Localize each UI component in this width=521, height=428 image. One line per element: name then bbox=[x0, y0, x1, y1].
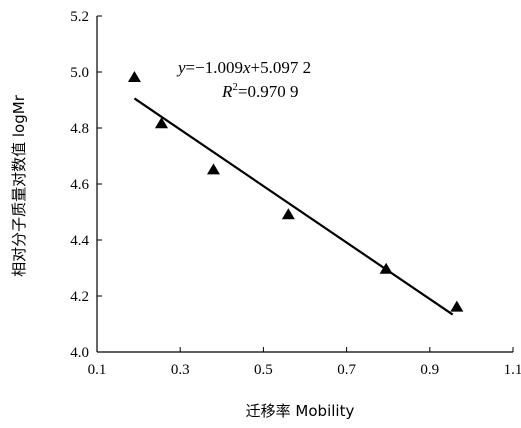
data-point-triangle bbox=[127, 71, 141, 82]
y-tick-label: 4.6 bbox=[70, 177, 89, 193]
y-tick-label: 4.0 bbox=[70, 345, 89, 361]
y-tick-label: 5.2 bbox=[70, 9, 89, 25]
y-tick-label: 4.4 bbox=[70, 233, 89, 249]
tick-labels: 0.1 0.3 0.5 0.7 0.9 1.1 4.0 4.2 4.4 4.6 4.8 5.0 5.2 bbox=[70, 9, 521, 378]
y-tick-label: 4.8 bbox=[70, 121, 89, 137]
x-tick-label: 0.5 bbox=[254, 362, 273, 378]
data-points bbox=[127, 71, 464, 312]
x-tick-label: 0.3 bbox=[171, 362, 190, 378]
y-tick-label: 4.2 bbox=[70, 289, 89, 305]
y-axis-title: 相对分子质量对数值 logMr bbox=[10, 94, 28, 277]
data-point-triangle bbox=[450, 300, 464, 312]
x-tick-label: 0.9 bbox=[420, 362, 439, 378]
data-point-triangle bbox=[206, 163, 220, 175]
data-point-triangle bbox=[154, 117, 168, 129]
x-tick-label: 1.1 bbox=[504, 362, 521, 378]
y-tick-label: 5.0 bbox=[70, 65, 89, 81]
trendline bbox=[133, 97, 454, 316]
data-point-triangle bbox=[281, 208, 295, 220]
x-tick-label: 0.1 bbox=[88, 362, 107, 378]
axes bbox=[96, 15, 514, 353]
r-squared-label: R2=0.970 9 bbox=[221, 81, 298, 101]
x-axis-title: 迁移率 Mobility bbox=[246, 402, 355, 420]
equation-label: y=−1.009x+5.097 2 bbox=[176, 58, 311, 77]
x-tick-label: 0.7 bbox=[337, 362, 356, 378]
